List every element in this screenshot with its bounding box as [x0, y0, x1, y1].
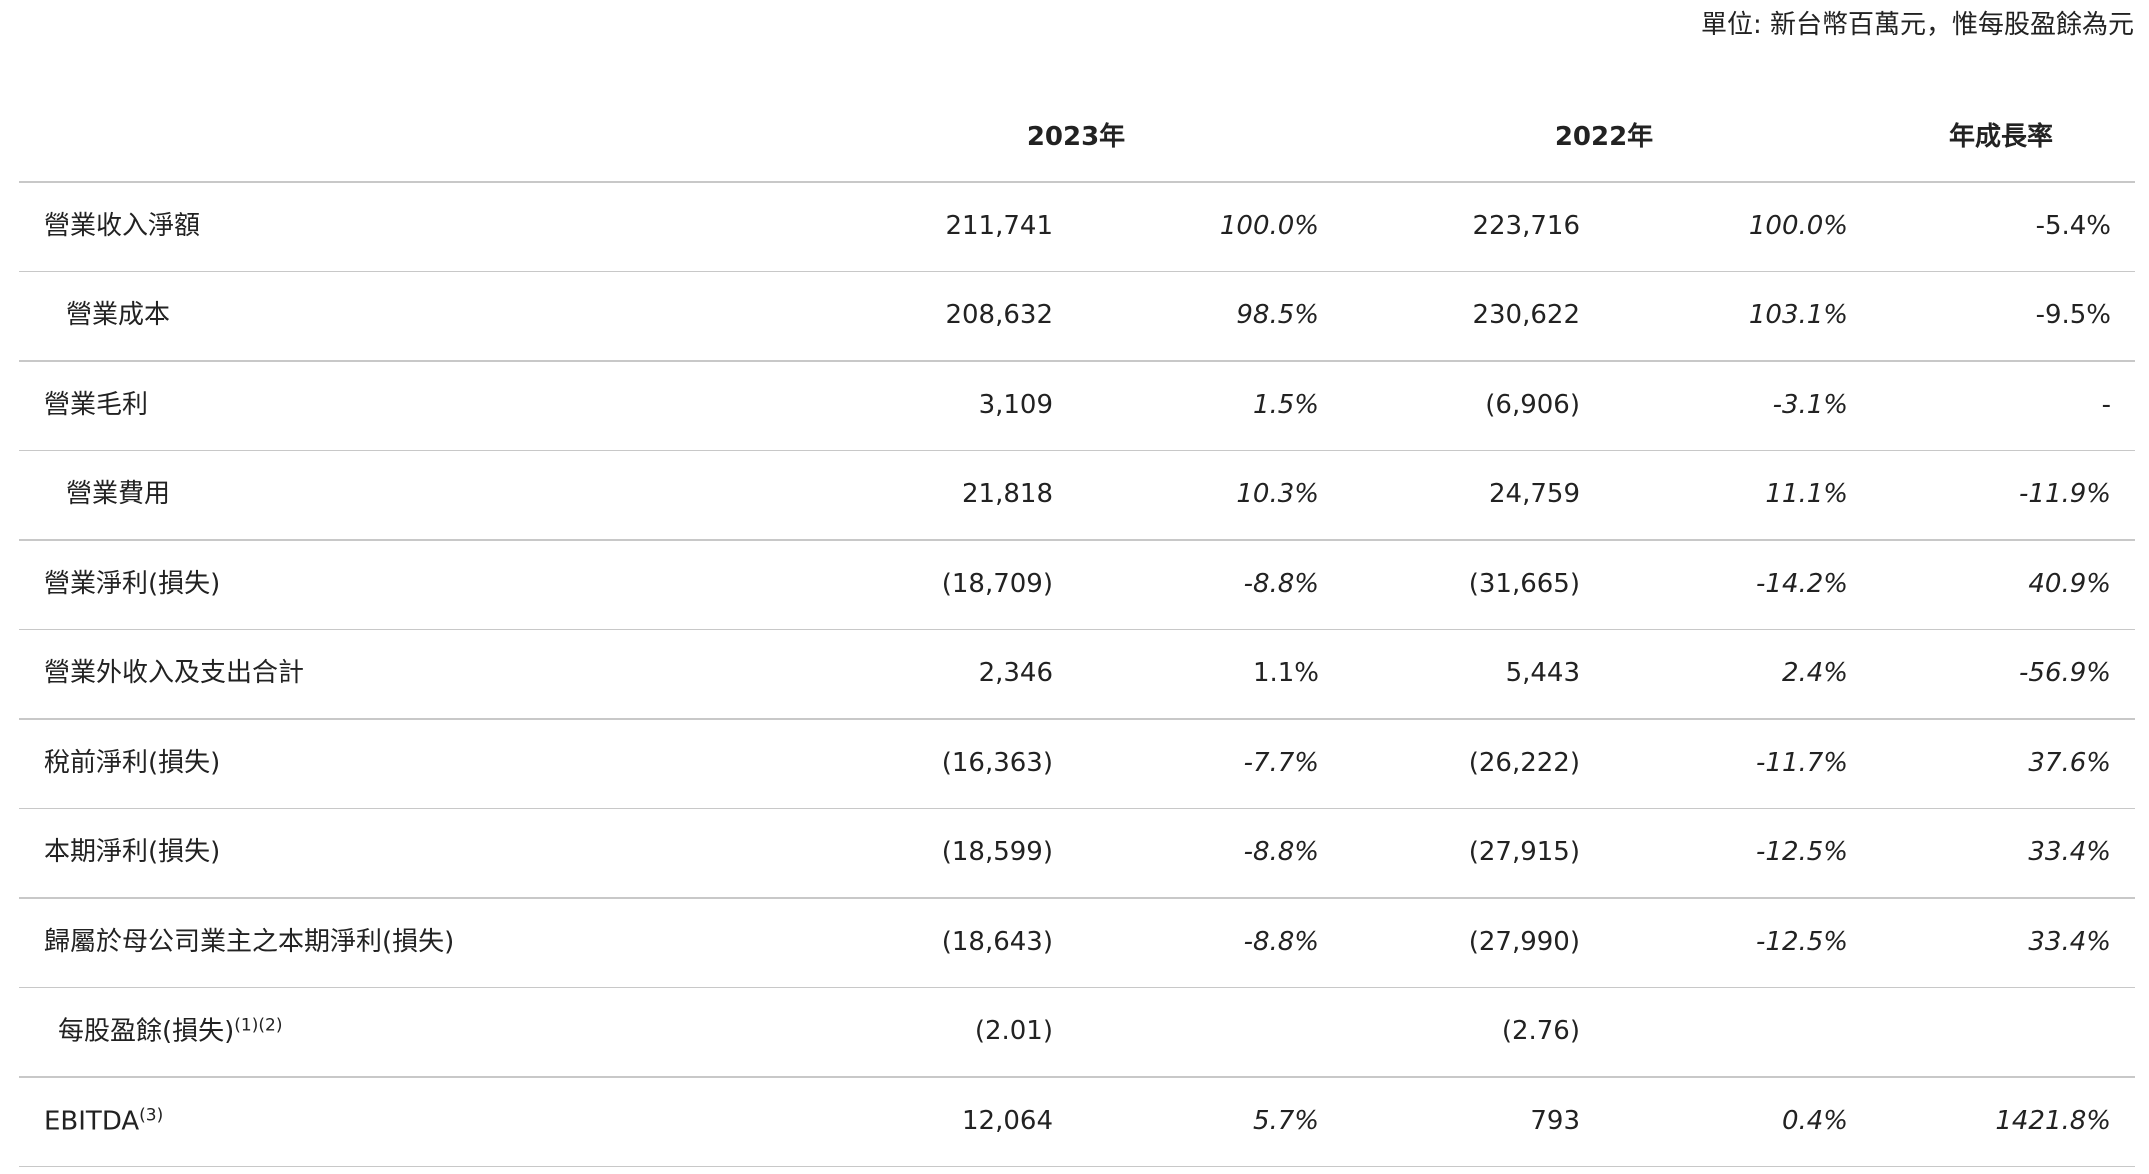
cell: 24,759	[1489, 479, 1580, 510]
row-divider	[19, 718, 2135, 720]
row-label: 營業毛利	[44, 392, 148, 418]
cell: (18,599)	[941, 837, 1053, 868]
cell: -12.5%	[1756, 926, 1848, 957]
unit-note: 單位: 新台幣百萬元，惟每股盈餘為元	[1700, 10, 2134, 40]
cell: 793	[1530, 1105, 1580, 1136]
row-label-text: 歸屬於母公司業主之本期淨利(損失)	[44, 926, 455, 957]
row-label: 每股盈餘(損失)(1)(2)	[58, 1015, 283, 1047]
footnote-ref: (1)(2)	[234, 1015, 283, 1036]
cell: -	[2101, 389, 2111, 420]
cell: 223,716	[1472, 210, 1580, 241]
column-header: 年成長率	[1948, 122, 2054, 152]
cell: 3,109	[978, 389, 1053, 420]
cell: (27,990)	[1468, 926, 1580, 957]
row-label-text: 本期淨利(損失)	[44, 837, 221, 868]
cell: 5,443	[1505, 658, 1580, 689]
row-divider	[19, 628, 2135, 630]
cell: -8.8%	[1243, 926, 1319, 957]
cell: (18,643)	[941, 926, 1053, 957]
row-divider	[19, 539, 2135, 541]
row-divider	[19, 1165, 2135, 1167]
row-label-text: 稅前淨利(損失)	[44, 747, 221, 778]
cell: 1.5%	[1252, 389, 1319, 420]
cell: 100.0%	[1748, 210, 1848, 241]
row-divider	[19, 270, 2135, 272]
row-label: 稅前淨利(損失)	[44, 750, 220, 776]
cell: (2.76)	[1501, 1016, 1580, 1047]
cell: -3.1%	[1772, 389, 1848, 420]
cell: -12.5%	[1756, 837, 1848, 868]
cell: 5.7%	[1252, 1105, 1319, 1136]
cell: 10.3%	[1236, 479, 1319, 510]
row-divider	[19, 449, 2135, 451]
cell: -8.8%	[1243, 568, 1319, 599]
row-label: 營業收入淨額	[44, 213, 200, 239]
row-divider	[19, 807, 2135, 809]
cell: 12,064	[962, 1105, 1053, 1136]
cell: 33.4%	[2028, 837, 2111, 868]
cell: 103.1%	[1748, 300, 1848, 331]
row-label: 營業費用	[66, 481, 170, 507]
cell: -11.7%	[1756, 747, 1848, 778]
row-divider	[19, 897, 2135, 899]
cell: -7.7%	[1243, 747, 1319, 778]
row-label-text: 營業毛利	[44, 389, 149, 420]
cell: 37.6%	[2028, 747, 2111, 778]
cell: -5.4%	[2035, 210, 2111, 241]
cell: (18,709)	[941, 568, 1053, 599]
cell: 1.1%	[1252, 658, 1319, 689]
footnote-ref: (3)	[139, 1105, 164, 1126]
cell: 2,346	[978, 658, 1053, 689]
cell: 21,818	[962, 479, 1053, 510]
row-label-text: EBITDA	[44, 1106, 140, 1137]
row-label: 歸屬於母公司業主之本期淨利(損失)	[44, 929, 454, 955]
row-label: 本期淨利(損失)	[44, 839, 220, 865]
cell: 40.9%	[2028, 568, 2111, 599]
cell: (27,915)	[1468, 837, 1580, 868]
row-label: 營業成本	[66, 302, 170, 328]
row-label-text: 營業收入淨額	[44, 210, 201, 241]
row-divider	[19, 181, 2135, 183]
row-label-text: 營業外收入及支出合計	[44, 658, 305, 689]
column-header: 2022年	[1554, 122, 1654, 152]
cell: -9.5%	[2035, 300, 2111, 331]
cell: (26,222)	[1468, 747, 1580, 778]
cell: -56.9%	[2019, 658, 2111, 689]
cell: (16,363)	[941, 747, 1053, 778]
row-divider	[19, 360, 2135, 362]
column-header: 2023年	[1026, 122, 1126, 152]
cell: 208,632	[945, 300, 1053, 331]
cell: -11.9%	[2019, 479, 2111, 510]
cell: 230,622	[1472, 300, 1580, 331]
row-divider	[19, 1076, 2135, 1078]
row-label: 營業外收入及支出合計	[44, 660, 304, 686]
cell: 100.0%	[1219, 210, 1319, 241]
row-label-text: 營業淨利(損失)	[44, 568, 221, 599]
cell: 11.1%	[1765, 479, 1848, 510]
cell: (31,665)	[1468, 568, 1580, 599]
cell: 1421.8%	[1995, 1105, 2111, 1136]
cell: 98.5%	[1236, 300, 1319, 331]
cell: (2.01)	[974, 1016, 1053, 1047]
row-label-text: 每股盈餘(損失)	[58, 1016, 235, 1047]
cell: -14.2%	[1756, 568, 1848, 599]
cell: 2.4%	[1781, 658, 1848, 689]
cell: 211,741	[945, 210, 1053, 241]
cell: -8.8%	[1243, 837, 1319, 868]
cell: (6,906)	[1485, 389, 1580, 420]
row-label: EBITDA(3)	[44, 1105, 164, 1137]
row-label-text: 營業費用	[66, 479, 171, 510]
row-label-text: 營業成本	[66, 300, 171, 331]
row-divider	[19, 986, 2135, 988]
cell: 0.4%	[1781, 1105, 1848, 1136]
row-label: 營業淨利(損失)	[44, 571, 220, 597]
cell: 33.4%	[2028, 926, 2111, 957]
